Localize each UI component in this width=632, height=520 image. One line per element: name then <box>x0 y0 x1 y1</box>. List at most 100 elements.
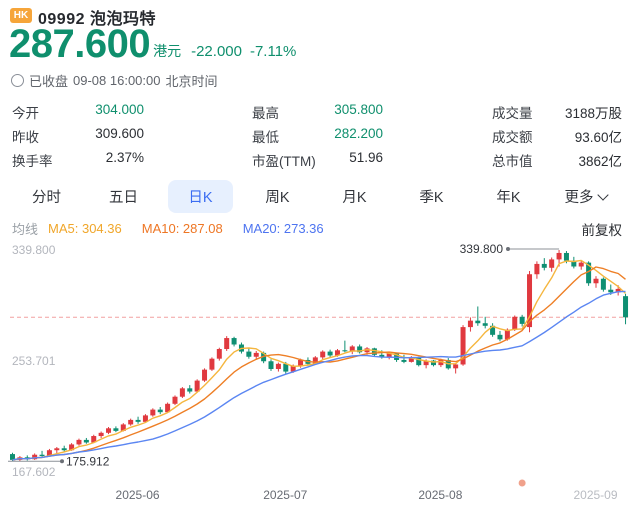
stat-label-turnover-rate: 换手率 <box>12 154 53 169</box>
price-change: -22.000 <box>191 43 242 60</box>
y-axis-label: 253.701 <box>12 354 56 368</box>
candle-body <box>135 419 141 422</box>
tab-五日[interactable]: 五日 <box>85 181 162 212</box>
candle-body <box>431 360 437 366</box>
candle-body <box>482 323 488 326</box>
candle-body <box>10 454 15 460</box>
candle-body <box>113 428 119 431</box>
candle-body <box>467 320 473 328</box>
candle-body <box>98 432 104 437</box>
candle-body <box>371 348 377 355</box>
candle-body <box>593 278 599 284</box>
ma5-line <box>12 259 626 461</box>
candle-body <box>357 346 363 353</box>
ma10-line <box>12 266 626 461</box>
high-marker-label: 339.800 <box>460 242 504 256</box>
y-axis-label: 339.800 <box>12 243 56 257</box>
x-axis-label: 2025-07 <box>263 488 307 502</box>
candle-body <box>578 262 584 267</box>
candle-body <box>283 363 289 372</box>
candle-body <box>497 334 503 340</box>
stat-value-amount: 93.60亿 <box>574 130 622 145</box>
candle-body <box>261 352 267 362</box>
stat-value-open: 304.000 <box>95 102 144 117</box>
candle-body <box>475 320 481 324</box>
market-status-text: 已收盘 <box>29 74 69 89</box>
candle-body <box>69 444 75 451</box>
candle-body <box>504 329 510 340</box>
tab-label: 季K <box>419 190 444 206</box>
candle-body <box>349 346 355 351</box>
tab-label: 月K <box>342 190 367 206</box>
candle-body <box>586 262 592 284</box>
candle-body <box>157 409 163 413</box>
stock-code: 09992 <box>38 11 85 28</box>
adjust-mode-button[interactable]: 前复权 <box>581 223 623 238</box>
candle-body <box>46 450 52 457</box>
candle-body <box>253 352 259 357</box>
candle-body <box>519 316 525 324</box>
tab-分时[interactable]: 分时 <box>8 181 85 212</box>
stat-label-amount: 成交额 <box>492 130 533 145</box>
ma5-legend: MA5: 304.36 <box>48 221 122 236</box>
candle-body <box>541 263 547 268</box>
candlestick-chart[interactable]: 339.800 253.701 167.602 339.800 175.912 2025-… <box>0 238 632 520</box>
stat-label-pe-ttm: 市盈(TTM) <box>252 154 316 169</box>
tab-周K[interactable]: 周K <box>239 181 316 212</box>
candle-body <box>128 419 134 425</box>
candle-body <box>246 351 252 357</box>
candle-body <box>91 436 97 443</box>
stat-label-volume: 成交量 <box>492 106 533 121</box>
candle-body <box>534 263 540 275</box>
x-axis-label: 2025-08 <box>418 488 462 502</box>
tab-label: 周K <box>265 190 290 206</box>
x-axis-label: 2025-06 <box>116 488 160 502</box>
price-change-percent: -7.11% <box>249 43 297 60</box>
ma20-legend: MA20: 273.36 <box>242 221 324 236</box>
candle-body <box>216 349 222 359</box>
candle-body <box>172 396 178 404</box>
candle-body <box>106 428 112 433</box>
ma-legend-title: 均线 <box>12 222 39 237</box>
stat-value-high: 305.800 <box>334 102 383 117</box>
candle-body <box>438 359 444 366</box>
stat-value-pe-ttm: 51.96 <box>349 150 383 165</box>
y-axis-label: 167.602 <box>12 465 56 479</box>
low-marker-dot <box>60 459 64 464</box>
tab-日K[interactable]: 日K <box>162 180 239 213</box>
ma20-line <box>12 290 626 461</box>
tab-label: 日K <box>168 180 233 213</box>
candle-body <box>615 288 621 293</box>
tab-月K[interactable]: 月K <box>316 181 393 212</box>
market-status-timezone: 北京时间 <box>165 74 218 89</box>
tab-季K[interactable]: 季K <box>393 181 470 212</box>
stat-value-prev-close: 309.600 <box>95 126 144 141</box>
candle-body <box>556 252 562 260</box>
candle-body <box>209 358 215 370</box>
candle-body <box>379 354 385 358</box>
market-badge: HK <box>10 8 32 23</box>
candle-body <box>320 351 326 358</box>
candle-body <box>460 327 466 365</box>
candle-body <box>231 338 237 345</box>
candle-body <box>386 353 392 358</box>
stat-value-low: 282.200 <box>334 126 383 141</box>
candle-body <box>202 369 208 381</box>
candle-body <box>179 388 185 397</box>
tab-年K[interactable]: 年K <box>470 181 547 212</box>
candle-body <box>600 278 606 290</box>
event-marker-dot[interactable] <box>518 479 526 487</box>
current-price: 287.600 <box>9 22 151 66</box>
candle-body <box>571 260 577 267</box>
stat-value-turnover-rate: 2.37% <box>105 150 144 165</box>
candle-body <box>290 365 296 372</box>
candle-body <box>423 360 429 366</box>
candle-body <box>312 357 318 364</box>
candle-body <box>224 338 230 350</box>
tab-more[interactable]: 更多 <box>547 181 624 212</box>
candle-body <box>194 380 200 392</box>
candle-body <box>563 252 569 261</box>
candle-body <box>76 439 82 445</box>
stock-title: 09992 泡泡玛特 <box>38 5 156 29</box>
period-tab-bar: 分时 五日 日K 周K 月K 季K 年K 更多 <box>8 180 624 213</box>
